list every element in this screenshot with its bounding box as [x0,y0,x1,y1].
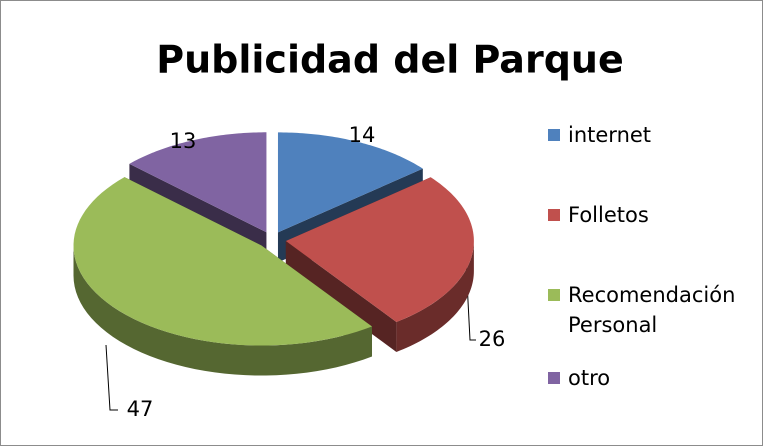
legend-swatch [548,372,560,384]
chart-title: Publicidad del Parque [156,38,623,82]
legend-swatch [548,209,560,221]
legend-item: Recomendación Personal [548,280,748,340]
legend-label: Recomendación Personal [568,283,736,337]
legend-label: Folletos [568,203,649,227]
legend-swatch [548,129,560,141]
legend-item: otro [548,363,748,393]
slice-top [285,177,474,322]
leader-line [105,344,118,411]
slice-top [277,132,423,233]
slice-wall [73,245,373,376]
slice-top [129,132,267,233]
legend-item: Folletos [548,200,748,230]
legend-swatch [548,289,560,301]
slice-top [73,177,373,346]
legend-label: internet [568,123,652,147]
legend-label: otro [568,366,611,390]
data-label: 13 [170,129,197,153]
data-label: 26 [479,327,506,351]
data-label: 14 [349,123,376,147]
legend-item: internet [548,120,748,150]
data-label: 47 [127,397,154,421]
slice [73,177,373,376]
slice-wall [396,241,474,352]
